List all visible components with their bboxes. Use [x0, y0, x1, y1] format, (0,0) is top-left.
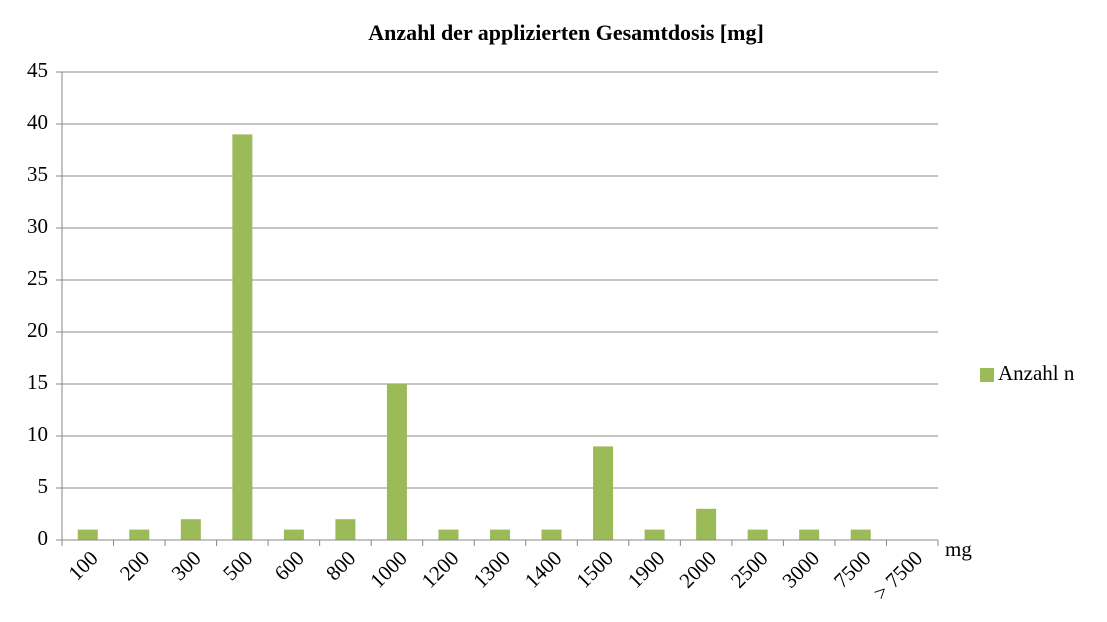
y-tick-label: 5 [38, 474, 49, 498]
x-tick-label: 1400 [520, 546, 567, 593]
y-tick-label: 30 [27, 214, 48, 238]
bar [77, 529, 98, 540]
x-tick-label: > 7500 [868, 546, 927, 605]
x-tick-label: 7500 [829, 546, 876, 593]
legend-swatch [980, 368, 994, 382]
chart-title: Anzahl der applizierten Gesamtdosis [mg] [368, 20, 764, 45]
y-tick-label: 15 [27, 370, 48, 394]
x-tick-label: 100 [63, 546, 102, 585]
bar [283, 529, 304, 540]
x-tick-label: 200 [115, 546, 154, 585]
bar [335, 519, 356, 540]
bar [799, 529, 820, 540]
bar [180, 519, 201, 540]
bar [593, 446, 614, 540]
bar [232, 134, 253, 540]
bar [129, 529, 150, 540]
x-tick-label: 2500 [726, 546, 773, 593]
x-tick-label: 600 [270, 546, 309, 585]
x-axis-label: mg [945, 537, 972, 561]
y-tick-label: 20 [27, 318, 48, 342]
bar [490, 529, 510, 540]
y-tick-label: 0 [38, 526, 49, 550]
bar [850, 529, 871, 540]
x-tick-label: 300 [167, 546, 206, 585]
x-tick-label: 1900 [623, 546, 670, 593]
y-tick-label: 45 [27, 58, 48, 82]
y-tick-label: 40 [27, 110, 48, 134]
x-tick-label: 2000 [674, 546, 721, 593]
bar [747, 529, 768, 540]
bar [644, 529, 665, 540]
x-tick-label: 1200 [417, 546, 464, 593]
bar [541, 529, 562, 540]
bar [386, 384, 407, 540]
x-tick-label: 1300 [468, 546, 515, 593]
x-tick-label: 1000 [365, 546, 412, 593]
x-tick-label: 3000 [777, 546, 824, 593]
x-tick-label: 500 [218, 546, 257, 585]
bar [438, 529, 459, 540]
y-tick-label: 25 [27, 266, 48, 290]
legend-label: Anzahl n [998, 361, 1075, 385]
x-tick-label: 800 [321, 546, 360, 585]
y-tick-label: 35 [27, 162, 48, 186]
bar [696, 508, 717, 540]
x-tick-label: 1500 [571, 546, 618, 593]
y-tick-label: 10 [27, 422, 48, 446]
